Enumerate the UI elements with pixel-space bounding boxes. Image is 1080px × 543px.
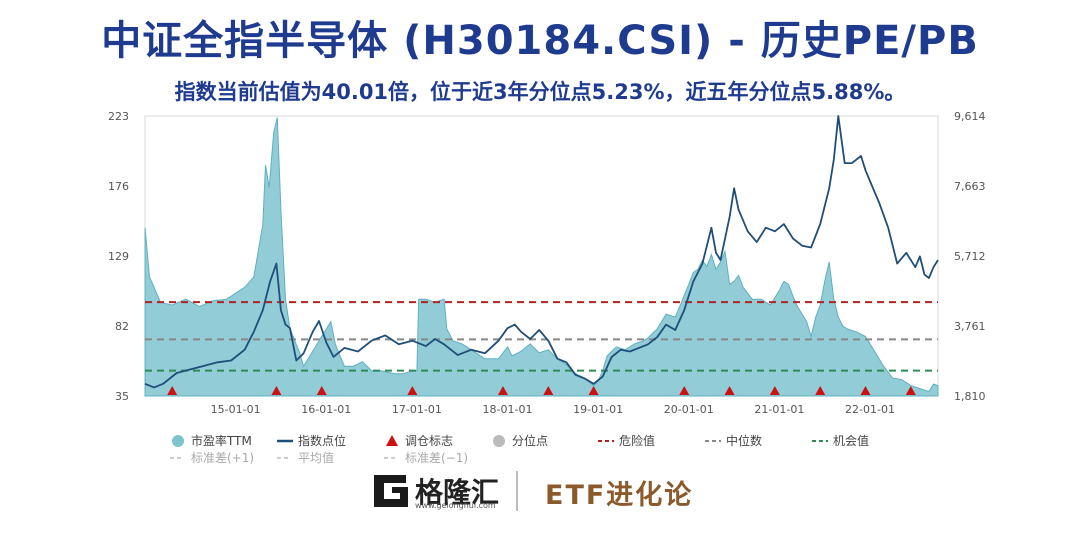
legend-label: 机会值: [833, 433, 869, 448]
legend-label: 分位点: [512, 433, 548, 448]
brand-footer: 格隆汇 www.gelonghui.com ETF进化论: [0, 469, 1080, 515]
legend-item: 机会值: [812, 433, 869, 448]
index-series: [144, 115, 939, 389]
legend-label: 标准差(−1): [405, 451, 468, 465]
legend-item: 调仓标志: [386, 434, 453, 448]
left-tick-label: 223: [108, 110, 129, 123]
rebalance-marker: [407, 386, 418, 395]
legend-label: 市盈率TTM: [191, 433, 252, 448]
rebalance-marker: [543, 386, 554, 395]
rebalance-marker: [905, 386, 916, 395]
right-tick-label: 3,761: [954, 320, 986, 333]
right-tick-label: 1,810: [954, 390, 986, 403]
x-tick-label: 19-01-01: [573, 403, 623, 416]
x-tick-label: 18-01-01: [483, 403, 533, 416]
legend-dot-icon: [493, 435, 505, 447]
rebalance-marker: [167, 386, 178, 395]
pe-ttm-series: [144, 117, 939, 397]
legend-item: 中位数: [705, 433, 762, 448]
rebalance-marker: [769, 386, 780, 395]
left-axis: 223 176 129 82 35: [108, 110, 129, 403]
legend-item: 分位点: [493, 433, 548, 448]
chart-title: 中证全指半导体 (H30184.CSI) - 历史PE/PB: [101, 18, 979, 64]
x-tick-label: 15-01-01: [211, 403, 261, 416]
x-tick-label: 17-01-01: [392, 403, 442, 416]
x-tick-label: 21-01-01: [754, 403, 804, 416]
left-tick-label: 82: [115, 320, 129, 333]
legend-label: 危险值: [619, 433, 655, 448]
gelonghui-logo-icon: [374, 475, 408, 507]
legend-label: 中位数: [726, 433, 762, 448]
legend-label: 标准差(+1): [191, 451, 254, 465]
rebalance-marker: [815, 386, 826, 395]
brand-url: www.gelonghui.com: [415, 501, 496, 510]
legend-dot-icon: [172, 435, 184, 447]
legend-item: 标准差(+1): [170, 451, 254, 465]
rebalance-marker: [271, 386, 282, 395]
rebalance-marker: [316, 386, 327, 395]
left-tick-label: 129: [108, 250, 129, 263]
pe-ttm-area: [144, 117, 939, 397]
x-tick-label: 22-01-01: [845, 403, 895, 416]
legend-label: 平均值: [298, 450, 334, 465]
brand-etf: ETF进化论: [545, 480, 694, 511]
legend-label: 调仓标志: [405, 434, 453, 448]
brand-name: 格隆汇: [415, 476, 500, 509]
brand-divider: [516, 471, 518, 511]
rebalance-marker: [679, 386, 690, 395]
legend-item: 平均值: [277, 450, 334, 465]
index-line: [144, 115, 939, 389]
left-tick-label: 176: [108, 180, 129, 193]
left-tick-label: 35: [115, 390, 129, 403]
right-tick-label: 7,663: [954, 180, 986, 193]
legend-item: 危险值: [598, 433, 655, 448]
rebalance-marker: [588, 386, 599, 395]
rebalance-marker: [497, 386, 508, 395]
right-axis: 9,614 7,663 5,712 3,761 1,810: [954, 110, 986, 403]
legend-item: 指数点位: [277, 433, 346, 448]
legend-item: 市盈率TTM: [172, 433, 252, 448]
chart-subtitle: 指数当前估值为40.01倍，位于近3年分位点5.23%，近五年分位点5.88%。: [174, 80, 906, 104]
legend-triangle-icon: [386, 435, 398, 446]
x-tick-label: 16-01-01: [301, 403, 351, 416]
x-axis: 15-01-01 16-01-01 17-01-01 18-01-01 19-01-01…: [211, 403, 895, 416]
legend-label: 指数点位: [298, 433, 346, 448]
right-tick-label: 5,712: [954, 250, 986, 263]
rebalance-marker: [860, 386, 871, 395]
rebalance-markers: [167, 386, 916, 395]
legend-item: 标准差(−1): [384, 451, 468, 465]
reference-lines: [145, 301, 938, 372]
x-tick-label: 20-01-01: [664, 403, 714, 416]
rebalance-marker: [724, 386, 735, 395]
right-tick-label: 9,614: [954, 110, 986, 123]
